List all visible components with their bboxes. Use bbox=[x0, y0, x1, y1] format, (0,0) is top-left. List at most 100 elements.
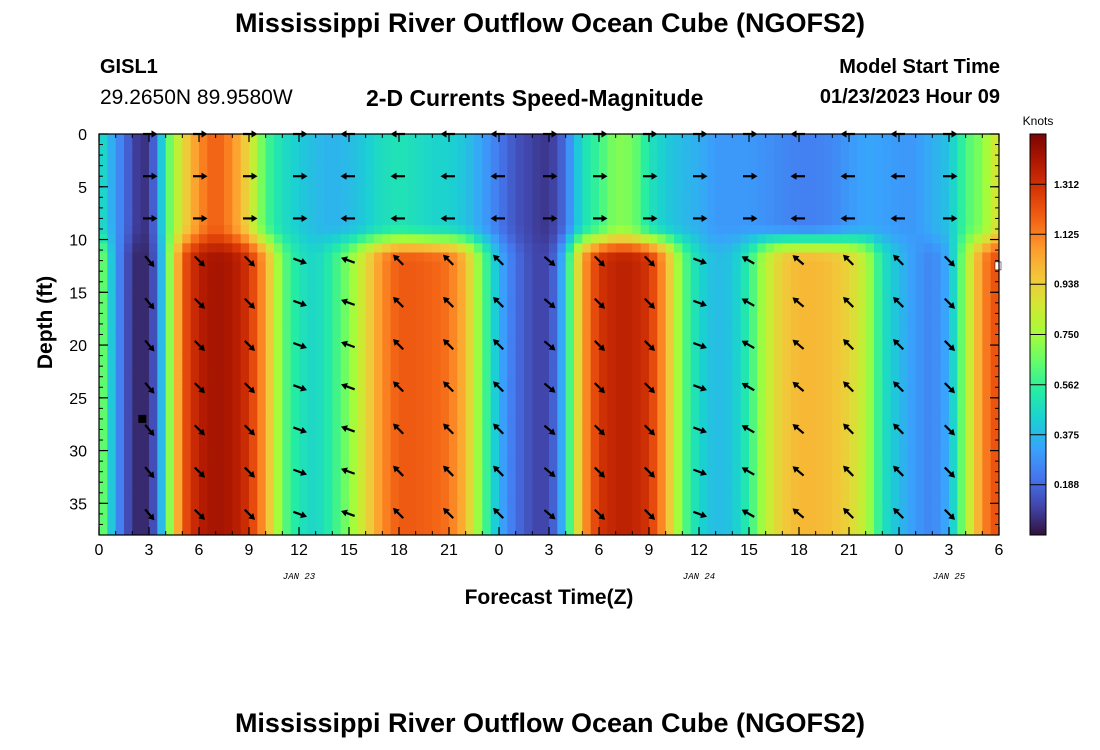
heatmap-cell bbox=[440, 525, 450, 535]
heatmap-cell bbox=[607, 279, 617, 290]
heatmap-cell bbox=[540, 288, 550, 299]
heatmap-cell bbox=[274, 443, 283, 454]
heatmap-cell bbox=[365, 243, 375, 254]
heatmap-cell bbox=[807, 152, 817, 162]
heatmap-cell bbox=[349, 334, 358, 345]
heatmap-cell bbox=[990, 252, 999, 263]
heatmap-cell bbox=[99, 206, 108, 217]
heatmap-cell bbox=[882, 416, 892, 427]
heatmap-cell bbox=[182, 152, 192, 162]
heatmap-cell bbox=[940, 279, 950, 290]
heatmap-cell bbox=[199, 416, 208, 427]
heatmap-cell bbox=[857, 416, 867, 427]
heatmap-cell bbox=[990, 325, 999, 336]
heatmap-cell bbox=[432, 288, 442, 299]
heatmap-cell bbox=[374, 152, 383, 162]
heatmap-cell bbox=[182, 389, 192, 399]
heatmap-cell bbox=[415, 234, 425, 244]
heatmap-cell bbox=[807, 270, 817, 281]
heatmap-cell bbox=[982, 197, 992, 208]
vector-head bbox=[201, 172, 208, 180]
heatmap-cell bbox=[549, 316, 558, 326]
vector-head bbox=[392, 381, 400, 389]
heatmap-cell bbox=[257, 361, 267, 372]
heatmap-cell bbox=[657, 452, 667, 463]
heatmap-cell bbox=[524, 443, 533, 454]
heatmap-cell bbox=[865, 288, 875, 299]
heatmap-cell bbox=[915, 170, 925, 181]
heatmap-cell bbox=[649, 498, 658, 509]
heatmap-cell bbox=[265, 452, 275, 463]
heatmap-cell bbox=[349, 507, 358, 518]
heatmap-cell bbox=[574, 261, 583, 272]
current-vector bbox=[193, 466, 206, 478]
heatmap-cell bbox=[957, 325, 967, 336]
heatmap-cell bbox=[149, 197, 158, 208]
heatmap-cell bbox=[982, 188, 992, 199]
heatmap-cell bbox=[407, 243, 417, 254]
heatmap-cell bbox=[990, 188, 999, 199]
heatmap-cell bbox=[474, 434, 483, 445]
heatmap-cell bbox=[824, 434, 833, 445]
heatmap-cell bbox=[965, 480, 975, 491]
heatmap-cell bbox=[640, 206, 650, 217]
heatmap-cell bbox=[274, 234, 283, 244]
heatmap-cell bbox=[974, 352, 983, 363]
heatmap-cell bbox=[99, 389, 108, 399]
heatmap-cell bbox=[899, 206, 908, 217]
heatmap-cell bbox=[374, 389, 383, 399]
heatmap-cell bbox=[857, 279, 867, 290]
heatmap-cell bbox=[690, 252, 700, 263]
heatmap-cell bbox=[815, 361, 825, 372]
heatmap-cell bbox=[932, 143, 942, 153]
heatmap-cell bbox=[399, 134, 408, 144]
heatmap-cell bbox=[990, 370, 999, 381]
heatmap-cell bbox=[957, 407, 967, 418]
heatmap-cell bbox=[457, 134, 467, 144]
heatmap-cell bbox=[665, 471, 675, 481]
heatmap-cell bbox=[174, 480, 183, 491]
heatmap-cell bbox=[315, 252, 325, 263]
heatmap-cell bbox=[574, 525, 583, 535]
heatmap-cell bbox=[249, 188, 258, 199]
heatmap-cell bbox=[857, 298, 867, 308]
heatmap-cell bbox=[840, 416, 850, 427]
heatmap-cell bbox=[574, 288, 583, 299]
heatmap-cell bbox=[332, 389, 342, 399]
heatmap-cell bbox=[649, 516, 658, 527]
heatmap-cell bbox=[824, 525, 833, 535]
heatmap-cell bbox=[965, 334, 975, 345]
heatmap-cell bbox=[690, 343, 700, 354]
heatmap-cell bbox=[982, 316, 992, 326]
heatmap-cell bbox=[249, 179, 258, 190]
heatmap-cell bbox=[515, 243, 525, 254]
heatmap-cell bbox=[290, 161, 300, 172]
heatmap-cell bbox=[599, 443, 608, 454]
heatmap-cell bbox=[224, 298, 233, 308]
heatmap-cell bbox=[574, 407, 583, 418]
heatmap-cell bbox=[724, 188, 733, 199]
heatmap-cell bbox=[415, 352, 425, 363]
heatmap-cell bbox=[540, 188, 550, 199]
heatmap-cell bbox=[207, 471, 217, 481]
heatmap-cell bbox=[924, 316, 933, 326]
heatmap-cell bbox=[282, 525, 292, 535]
heatmap-cell bbox=[349, 516, 358, 527]
heatmap-cell bbox=[182, 143, 192, 153]
heatmap-cell bbox=[532, 516, 542, 527]
heatmap-cell bbox=[824, 389, 833, 399]
vector-head bbox=[300, 511, 307, 519]
heatmap-cell bbox=[607, 443, 617, 454]
heatmap-cell bbox=[382, 134, 392, 144]
heatmap-cell bbox=[640, 179, 650, 190]
heatmap-cell bbox=[915, 343, 925, 354]
heatmap-cell bbox=[474, 298, 483, 308]
heatmap-cell bbox=[732, 507, 742, 518]
heatmap-cell bbox=[690, 288, 700, 299]
heatmap-cell bbox=[115, 252, 125, 263]
heatmap-cell bbox=[507, 261, 517, 272]
heatmap-cell bbox=[824, 352, 833, 363]
heatmap-cell bbox=[665, 480, 675, 491]
heatmap-cell bbox=[990, 407, 999, 418]
heatmap-cell bbox=[624, 462, 633, 472]
